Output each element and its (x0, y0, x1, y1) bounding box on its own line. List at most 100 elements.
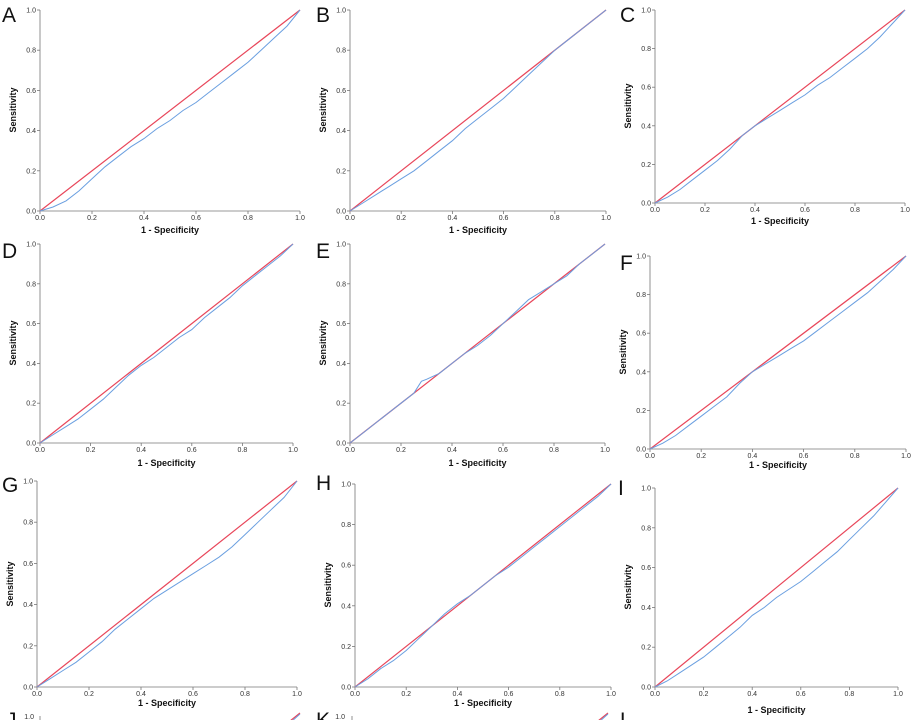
y-tick-label: 0.8 (336, 281, 346, 288)
reference-line (36, 480, 298, 688)
y-tick-label: 0.0 (336, 209, 346, 216)
roc-curve (292, 713, 301, 720)
roc-curve (654, 9, 906, 204)
x-tick-label: 1.0 (295, 215, 305, 222)
y-tick-label: 1.0 (641, 8, 651, 15)
x-tick-label: 1.0 (893, 691, 903, 698)
x-tick-label: 0.2 (396, 215, 406, 222)
x-tick-label: 0.8 (555, 691, 565, 698)
x-tick-label: 0.2 (86, 447, 96, 454)
x-tick-label: 1.0 (288, 447, 298, 454)
roc-panel-f: F 0.0 0.2 0.4 0.6 0.8 1.0 0.0 0.2 0.4 0.6 0.8 1.0 1 -… (618, 252, 911, 470)
y-tick-label: 1.0 (336, 8, 346, 15)
roc-panel-l-partial: L (620, 709, 632, 720)
x-axis-title: 1 - Specificity (448, 458, 506, 468)
x-tick-label: 1.0 (900, 207, 910, 214)
y-tick-label: 0.4 (336, 361, 346, 368)
y-tick-label: 0.6 (636, 331, 646, 338)
y-tick-label: 0.8 (26, 281, 36, 288)
x-tick-label: 1.0 (901, 453, 911, 460)
x-tick-label: 0.0 (345, 447, 355, 454)
y-tick-label: 0.6 (336, 88, 346, 95)
x-tick-label: 1.0 (600, 447, 610, 454)
x-tick-label: 0.0 (32, 691, 42, 698)
y-axis-title: Sensitivity (623, 564, 633, 609)
y-tick-label: 0.2 (336, 168, 346, 175)
y-tick-label: 0.2 (26, 168, 36, 175)
y-axis-title: Sensitivity (318, 320, 328, 365)
roc-panel-b: B 0.0 0.2 0.4 0.6 0.8 1.0 0.0 0.2 0.4 0.6 0.8 1.0 1 -… (316, 4, 611, 235)
roc-curve (354, 483, 612, 688)
x-tick-label: 0.2 (87, 215, 97, 222)
y-tick-label: 1.0 (341, 482, 351, 489)
y-tick-label: 0.6 (336, 321, 346, 328)
reference-line (654, 487, 899, 688)
y-tick-label: 0.4 (641, 123, 651, 130)
roc-panel-g: G 0.0 0.2 0.4 0.6 0.8 1.0 0.0 0.2 0.4 0.6 0.8 1.0 1 -… (2, 474, 302, 708)
panel-letter-h: H (316, 472, 331, 495)
x-tick-label: 0.0 (345, 215, 355, 222)
panel-letter-d: D (2, 240, 17, 263)
x-tick-label: 0.4 (136, 447, 146, 454)
y-tick-label: 0.8 (641, 525, 651, 532)
y-tick-label: 0.0 (26, 209, 36, 216)
x-axis-title: 1 - Specificity (454, 698, 512, 708)
y-tick-label: 0.4 (636, 369, 646, 376)
y-tick-label: 0.2 (336, 401, 346, 408)
reference-line (39, 9, 301, 212)
y-tick-label: 1.0 (26, 242, 36, 249)
x-tick-label: 0.6 (800, 207, 810, 214)
x-tick-label: 0.8 (850, 207, 860, 214)
x-tick-label: 0.0 (350, 691, 360, 698)
x-tick-label: 0.2 (396, 447, 406, 454)
y-tick-label: 0.6 (26, 88, 36, 95)
x-tick-label: 0.4 (447, 447, 457, 454)
y-tick-label: 0.6 (26, 321, 36, 328)
x-tick-label: 0.6 (499, 215, 509, 222)
y-tick-label: 0.6 (641, 565, 651, 572)
y-tick-label: 1.0 (23, 479, 33, 486)
y-tick-label: 0.4 (26, 128, 36, 135)
x-axis-title: 1 - Specificity (747, 705, 805, 715)
y-tick-label: 0.8 (341, 522, 351, 529)
reference-line (39, 243, 294, 444)
y-axis-title: Sensitivity (318, 87, 328, 132)
y-tick-label: 0.0 (26, 441, 36, 448)
panel-letter-a: A (2, 4, 16, 27)
x-tick-label: 0.8 (240, 691, 250, 698)
x-axis-title: 1 - Specificity (449, 225, 507, 235)
y-tick-label: 0.2 (641, 162, 651, 169)
x-axis-title: 1 - Specificity (749, 460, 807, 470)
roc-panel-h: H 0.0 0.2 0.4 0.6 0.8 1.0 0.0 0.2 0.4 0.6 0.8 1.0 1 -… (316, 472, 616, 708)
y-axis-title: Sensitivity (618, 329, 628, 374)
y-tick-label: 0.4 (26, 361, 36, 368)
reference-line (649, 255, 907, 450)
x-tick-label: 0.4 (750, 207, 760, 214)
x-tick-label: 0.0 (35, 215, 45, 222)
x-tick-label: 0.4 (747, 691, 757, 698)
y-tick-label: 0.2 (341, 644, 351, 651)
y-tick-label: 0.2 (641, 645, 651, 652)
x-tick-label: 0.0 (35, 447, 45, 454)
x-tick-label: 0.2 (699, 691, 709, 698)
x-axis-title: 1 - Specificity (141, 225, 199, 235)
roc-curve (649, 255, 907, 450)
roc-panel-e: E 0.0 0.2 0.4 0.6 0.8 1.0 0.0 0.2 0.4 0.6 0.8 1.0 1 -… (316, 240, 610, 468)
y-tick-label: 0.0 (341, 685, 351, 692)
x-tick-label: 0.2 (401, 691, 411, 698)
roc-panel-c: C 0.0 0.2 0.4 0.6 0.8 1.0 0.0 0.2 0.4 0.6 0.8 1.0 1 -… (620, 4, 910, 226)
panel-letter-i: I (618, 477, 624, 500)
y-tick-label: 0.4 (336, 128, 346, 135)
y-tick-label: 0.8 (26, 48, 36, 55)
x-tick-label: 0.8 (243, 215, 253, 222)
x-tick-label: 0.8 (549, 447, 559, 454)
panel-letter-g: G (2, 474, 18, 497)
roc-curve (39, 9, 301, 212)
y-tick-label: 0.0 (636, 447, 646, 454)
panel-letter-j: J (6, 709, 17, 720)
reference-line (654, 9, 906, 204)
y-axis-title: Sensitivity (623, 83, 633, 128)
y-tick-label: 0.8 (336, 48, 346, 55)
y-axis-title: Sensitivity (323, 562, 333, 607)
